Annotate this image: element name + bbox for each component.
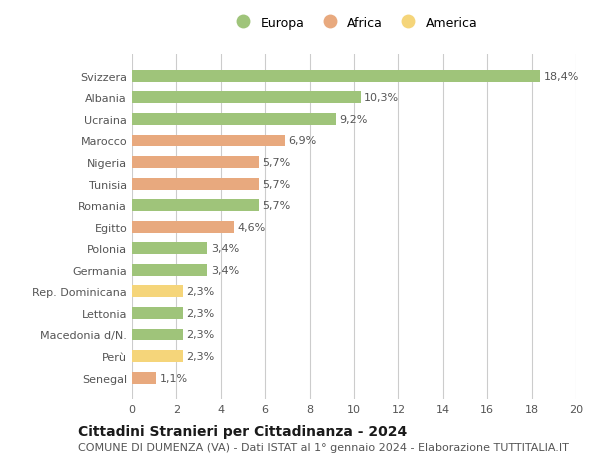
Text: 4,6%: 4,6% (238, 222, 266, 232)
Bar (132, 264, 208, 276)
Bar (132, 308, 183, 319)
Bar (132, 200, 259, 212)
Text: Cittadini Stranieri per Cittadinanza - 2024: Cittadini Stranieri per Cittadinanza - 2… (78, 425, 407, 438)
Bar (132, 114, 336, 126)
Text: 9,2%: 9,2% (340, 115, 368, 125)
Bar (132, 329, 183, 341)
Text: 3,4%: 3,4% (211, 265, 239, 275)
Text: COMUNE DI DUMENZA (VA) - Dati ISTAT al 1° gennaio 2024 - Elaborazione TUTTITALIA: COMUNE DI DUMENZA (VA) - Dati ISTAT al 1… (78, 442, 569, 452)
Bar (132, 372, 157, 384)
Bar (132, 178, 259, 190)
Text: 5,7%: 5,7% (262, 158, 290, 168)
Text: 2,3%: 2,3% (187, 351, 215, 361)
Bar (132, 286, 183, 297)
Text: 2,3%: 2,3% (187, 287, 215, 297)
Text: 1,1%: 1,1% (160, 373, 188, 383)
Text: 2,3%: 2,3% (187, 330, 215, 340)
Text: 18,4%: 18,4% (544, 72, 579, 82)
Text: 3,4%: 3,4% (211, 244, 239, 254)
Bar (132, 71, 541, 83)
Bar (132, 350, 183, 362)
Text: 10,3%: 10,3% (364, 93, 399, 103)
Bar (132, 157, 259, 168)
Bar (132, 135, 285, 147)
Text: 5,7%: 5,7% (262, 179, 290, 189)
Bar (132, 243, 208, 255)
Text: 2,3%: 2,3% (187, 308, 215, 318)
Bar (132, 221, 234, 233)
Text: 6,9%: 6,9% (289, 136, 317, 146)
Legend: Europa, Africa, America: Europa, Africa, America (231, 17, 477, 29)
Bar (132, 92, 361, 104)
Text: 5,7%: 5,7% (262, 201, 290, 211)
